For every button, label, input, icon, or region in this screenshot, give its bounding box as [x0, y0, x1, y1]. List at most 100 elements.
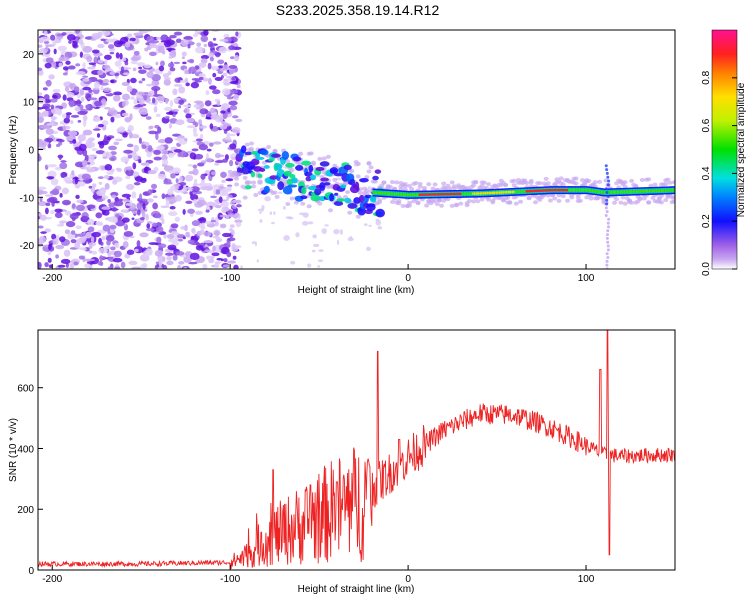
noise-blob [121, 81, 130, 87]
signal-blob [354, 181, 360, 191]
noise-blob [153, 156, 162, 161]
noise-blob [80, 215, 89, 223]
noise-blob [42, 103, 51, 109]
signal-blob [340, 184, 347, 189]
signal-halo [451, 186, 457, 191]
noise-blob [214, 160, 225, 163]
noise-blob [101, 235, 106, 241]
signal-core [628, 190, 631, 193]
signal-blob [344, 197, 352, 204]
noise-blob [157, 45, 165, 54]
noise-blob [164, 252, 175, 256]
signal-halo [364, 191, 370, 196]
x-tick-label: 100 [578, 574, 595, 585]
noise-blob [166, 233, 175, 239]
signal-streak [606, 194, 610, 198]
signal-core [635, 190, 639, 193]
noise-blob [226, 96, 234, 100]
noise-blob [202, 77, 209, 82]
signal-halo [231, 205, 237, 210]
signal-core [450, 192, 454, 196]
signal-core [559, 188, 562, 192]
noise-blob [139, 216, 145, 221]
noise-blob [196, 183, 204, 186]
signal-core [473, 192, 477, 195]
noise-blob [174, 194, 182, 202]
signal-streak [606, 244, 610, 248]
noise-blob [181, 56, 185, 60]
noise-blob [68, 40, 72, 44]
noise-blob [201, 178, 205, 183]
x-tick-label: 100 [578, 273, 595, 284]
noise-blob [43, 30, 48, 37]
signal-halo [328, 208, 334, 213]
signal-halo [614, 197, 620, 202]
noise-blob [167, 62, 175, 68]
noise-blob [238, 213, 241, 220]
y-tick-label: 20 [23, 50, 35, 61]
signal-blob [347, 202, 358, 209]
noise-blob [212, 245, 216, 252]
noise-blob [212, 37, 217, 41]
signal-core [438, 193, 441, 196]
noise-blob [97, 43, 105, 49]
signal-streak [607, 179, 611, 183]
signal-halo [400, 203, 406, 208]
signal-core [612, 191, 615, 194]
noise-blob [80, 97, 85, 102]
signal-core [449, 192, 452, 196]
signal-blob [269, 175, 279, 180]
noise-blob [122, 209, 128, 213]
noise-blob [302, 212, 309, 218]
signal-halo [402, 184, 408, 189]
signal-halo [272, 190, 278, 195]
signal-blob [310, 194, 321, 202]
signal-streak [605, 198, 609, 202]
noise-blob [212, 141, 222, 145]
signal-blob [358, 194, 365, 203]
signal-core [582, 188, 585, 192]
signal-core [497, 191, 500, 194]
snr-plot: -200 -100 0 100 0 200 400 600 Height of straig… [8, 329, 676, 595]
noise-blob [50, 178, 59, 186]
noise-blob [217, 59, 225, 65]
signal-core [600, 190, 603, 194]
noise-blob [157, 126, 162, 134]
noise-blob [173, 61, 181, 65]
noise-blob [113, 242, 120, 249]
noise-blob [162, 159, 169, 165]
noise-blob [182, 208, 186, 215]
signal-core [408, 193, 411, 197]
noise-blob [164, 106, 173, 112]
signal-blob [289, 173, 296, 179]
signal-core [411, 193, 414, 197]
signal-halo [293, 200, 299, 205]
noise-blob [212, 89, 221, 95]
noise-blob [112, 94, 121, 102]
signal-core [660, 189, 663, 192]
signal-core [477, 192, 480, 195]
noise-blob [77, 110, 88, 115]
signal-halo [458, 201, 464, 206]
signal-core [384, 192, 388, 195]
noise-blob [113, 40, 123, 48]
noise-blob [111, 107, 115, 111]
signal-halo [229, 201, 235, 206]
signal-halo [402, 187, 408, 192]
noise-blob [75, 71, 86, 76]
signal-halo [671, 195, 675, 200]
noise-blob [375, 219, 382, 226]
noise-blob [189, 188, 193, 192]
noise-blob [71, 170, 75, 176]
signal-blob [366, 203, 376, 208]
noise-blob [178, 86, 186, 94]
noise-blob [198, 76, 204, 81]
signal-core [552, 188, 555, 192]
x-tick-label: -100 [220, 273, 240, 284]
noise-blob [113, 250, 122, 258]
noise-blob [271, 221, 275, 225]
signal-core [413, 193, 416, 197]
signal-halo [473, 180, 479, 185]
noise-blob [78, 38, 84, 45]
noise-blob [82, 114, 88, 122]
